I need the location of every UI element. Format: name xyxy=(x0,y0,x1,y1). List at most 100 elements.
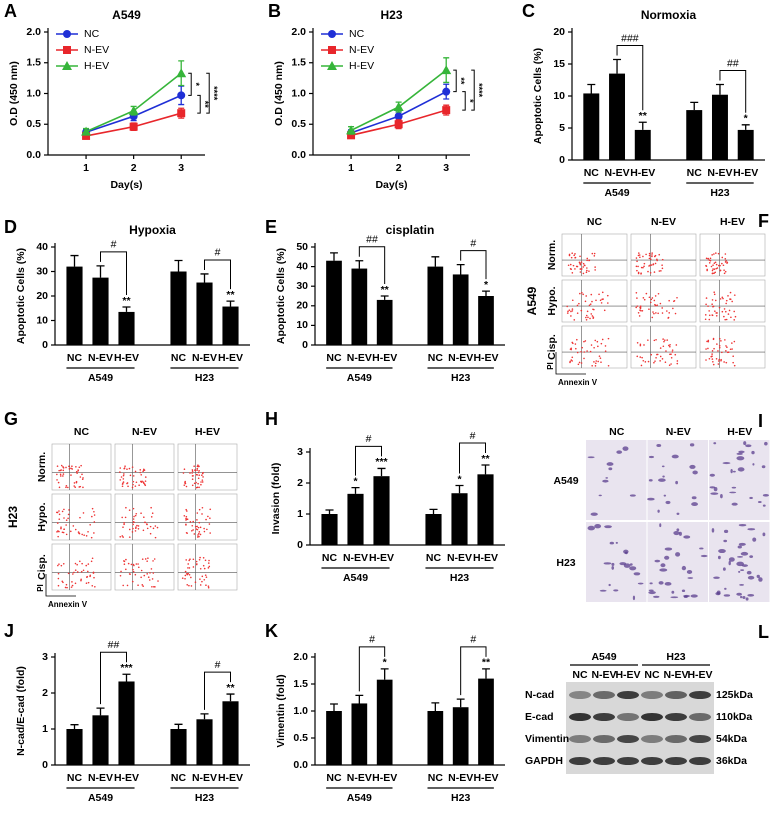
event-dot xyxy=(673,299,676,302)
cell-stain xyxy=(658,581,664,585)
event-dot xyxy=(195,563,198,566)
event-dot xyxy=(583,357,585,360)
event-dot xyxy=(142,585,144,587)
significance-label: # xyxy=(470,430,476,442)
significance-label: ** xyxy=(381,284,390,296)
significance-label: * xyxy=(191,83,201,87)
event-dot xyxy=(571,360,573,362)
event-dot xyxy=(576,338,578,341)
event-dot xyxy=(709,259,712,262)
event-dot xyxy=(120,476,123,478)
event-dot xyxy=(197,477,200,480)
event-dot xyxy=(152,560,154,562)
event-dot xyxy=(729,298,732,300)
event-dot xyxy=(92,571,95,574)
event-dot xyxy=(733,310,735,313)
blot-band xyxy=(665,757,687,765)
cell-stain xyxy=(599,589,607,592)
y-tick-label: 10 xyxy=(36,314,48,326)
cell-line-label: A549 xyxy=(525,286,539,315)
event-dot xyxy=(725,361,728,364)
cell-stain xyxy=(699,547,704,550)
event-dot xyxy=(707,257,710,260)
event-dot xyxy=(715,314,718,317)
event-dot xyxy=(78,486,81,488)
event-dot xyxy=(64,586,67,589)
group-label: H23 xyxy=(710,187,729,199)
column-label: N-EV xyxy=(666,426,691,438)
row-label: Norm. xyxy=(36,452,48,482)
event-dot xyxy=(60,527,62,530)
event-dot xyxy=(637,265,639,268)
event-dot xyxy=(73,571,75,574)
gate-line xyxy=(631,234,696,276)
significance-label: # xyxy=(470,237,476,249)
cell-stain xyxy=(713,576,720,579)
bar xyxy=(66,266,83,345)
event-dot xyxy=(655,338,657,341)
event-dot xyxy=(651,252,653,254)
event-dot xyxy=(201,575,204,578)
legend-marker xyxy=(63,46,71,54)
event-dot xyxy=(193,482,196,485)
event-dot xyxy=(57,584,60,587)
column-label: N-EV xyxy=(132,426,157,438)
event-dot xyxy=(134,573,137,576)
event-dot xyxy=(570,268,572,270)
event-dot xyxy=(204,559,207,562)
bar xyxy=(427,711,444,765)
event-dot xyxy=(602,298,604,300)
event-dot xyxy=(141,480,143,483)
event-dot xyxy=(143,516,145,519)
blot-band xyxy=(617,691,639,699)
column-label: H-EV xyxy=(195,426,220,438)
event-dot xyxy=(60,526,62,528)
event-dot xyxy=(58,518,61,520)
event-dot xyxy=(666,339,669,341)
cell-stain xyxy=(756,574,760,579)
event-dot xyxy=(83,534,85,536)
event-dot xyxy=(139,469,142,471)
blot-band xyxy=(665,735,687,743)
bar xyxy=(222,306,239,345)
event-dot xyxy=(604,350,607,352)
event-dot xyxy=(75,470,78,473)
event-dot xyxy=(135,481,138,484)
cell-stain xyxy=(647,497,655,501)
event-dot xyxy=(718,346,721,349)
event-dot xyxy=(714,271,717,274)
event-dot xyxy=(672,307,674,310)
event-dot xyxy=(190,585,193,587)
cell-stain xyxy=(691,496,697,500)
event-dot xyxy=(132,475,135,477)
cell-stain xyxy=(664,581,672,586)
event-dot xyxy=(182,472,185,474)
event-dot xyxy=(71,465,73,467)
event-dot xyxy=(196,469,198,471)
event-dot xyxy=(606,294,609,297)
y-tick-label: 3 xyxy=(297,446,303,458)
event-dot xyxy=(187,572,189,575)
y-tick-label: 15 xyxy=(553,58,565,70)
event-dot xyxy=(676,362,679,365)
event-dot xyxy=(94,585,96,588)
event-dot xyxy=(150,516,153,518)
event-dot xyxy=(715,263,718,266)
event-dot xyxy=(638,315,641,317)
event-dot xyxy=(198,508,201,511)
event-dot xyxy=(648,308,650,310)
panel-letter: I xyxy=(758,411,763,431)
event-dot xyxy=(69,530,72,533)
event-dot xyxy=(140,576,142,579)
event-dot xyxy=(199,556,201,559)
event-dot xyxy=(87,570,89,573)
bar xyxy=(425,514,442,545)
error-bar xyxy=(174,723,183,729)
cell-stain xyxy=(718,548,726,554)
y-tick-label: 10 xyxy=(296,319,308,331)
event-dot xyxy=(57,577,60,580)
cell-stain xyxy=(629,494,636,497)
event-dot xyxy=(582,262,585,265)
bar xyxy=(583,93,600,160)
event-dot xyxy=(185,517,187,520)
